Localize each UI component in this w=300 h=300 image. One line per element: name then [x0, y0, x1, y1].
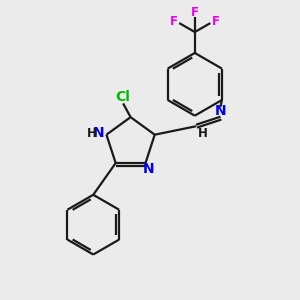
- Text: N: N: [92, 126, 104, 140]
- Text: F: F: [212, 15, 220, 28]
- Text: F: F: [191, 6, 199, 19]
- Text: H: H: [87, 127, 97, 140]
- Text: N: N: [143, 162, 154, 176]
- Text: Cl: Cl: [116, 90, 130, 104]
- Text: F: F: [170, 15, 178, 28]
- Text: H: H: [198, 127, 208, 140]
- Text: N: N: [214, 104, 226, 118]
